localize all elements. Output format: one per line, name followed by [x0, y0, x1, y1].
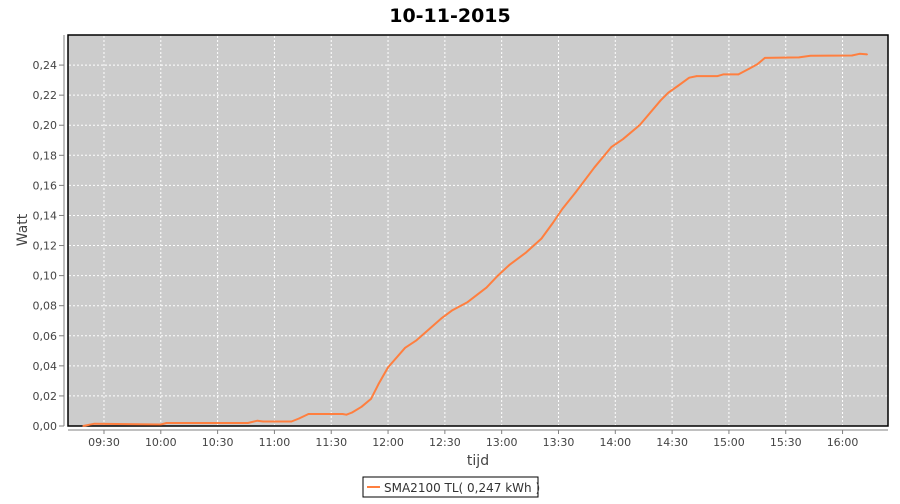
data-point — [593, 166, 596, 169]
y-tick-label: 0,18 — [33, 149, 58, 162]
x-ticks: 09:30 10:00 10:30 11:00 11:30 12:00 12:30 13:00… — [88, 430, 858, 449]
legend: SMA2100 TL( 0,247 kWh ) — [362, 476, 540, 498]
series-group — [82, 52, 868, 427]
x-tick-label: 11:00 — [259, 436, 291, 449]
data-point — [341, 413, 344, 415]
data-point — [451, 309, 454, 312]
data-point — [667, 91, 670, 94]
x-tick-label: 09:30 — [88, 436, 120, 449]
y-tick-label: 0,00 — [33, 420, 58, 433]
x-tick-label: 15:00 — [713, 436, 745, 449]
data-point — [622, 138, 624, 141]
data-point — [307, 413, 310, 415]
legend-label: SMA2100 TL( 0,247 kWh ) — [384, 481, 540, 495]
data-point — [351, 411, 353, 414]
x-axis-label: tijd — [467, 453, 489, 469]
data-point — [298, 417, 300, 420]
data-point — [737, 73, 740, 76]
data-point — [659, 99, 662, 102]
data-point — [387, 366, 389, 369]
data-point — [525, 251, 528, 254]
data-point — [508, 264, 511, 266]
data-point — [561, 208, 564, 210]
data-point — [716, 75, 719, 77]
data-point — [695, 75, 698, 77]
x-tick-label: 14:30 — [656, 436, 688, 449]
x-tick-label: 16:00 — [827, 436, 859, 449]
x-tick-label: 11:30 — [315, 436, 347, 449]
y-tick-label: 0,24 — [33, 59, 58, 72]
data-point — [345, 413, 348, 416]
y-tick-label: 0,04 — [33, 360, 58, 373]
data-point — [360, 405, 363, 408]
y-tick-label: 0,08 — [33, 300, 58, 313]
x-tick-label: 10:00 — [145, 436, 177, 449]
plot-area — [67, 34, 889, 427]
data-point — [809, 54, 812, 57]
data-point — [866, 53, 868, 56]
y-tick-label: 0,16 — [33, 179, 58, 192]
data-point — [247, 422, 249, 424]
data-point — [377, 383, 380, 385]
chart-title: 10-11-2015 — [389, 5, 511, 27]
data-point — [440, 317, 442, 320]
data-point — [93, 422, 96, 425]
data-point — [262, 420, 264, 423]
x-tick-label: 12:00 — [372, 436, 404, 449]
x-tick-label: 10:30 — [202, 436, 234, 449]
data-point — [764, 57, 766, 59]
x-tick-label: 13:30 — [543, 436, 575, 449]
data-point — [159, 423, 162, 426]
data-point — [639, 124, 641, 126]
data-point — [574, 191, 577, 194]
y-tick-label: 0,20 — [33, 119, 58, 132]
data-point — [290, 420, 293, 423]
data-point — [756, 63, 759, 66]
data-point — [552, 222, 554, 224]
data-point — [540, 237, 543, 240]
data-point — [676, 85, 679, 87]
y-ticks: 0,00 0,02 0,04 0,06 0,08 0,10 0,12 0,14 0,16 0,18… — [33, 59, 64, 433]
data-point — [858, 52, 861, 55]
x-tick-label: 15:30 — [770, 436, 802, 449]
data-point — [688, 76, 690, 79]
data-point — [748, 67, 751, 70]
grid-lines — [69, 36, 887, 425]
data-point — [851, 54, 853, 57]
y-tick-label: 0,10 — [33, 270, 58, 283]
data-point — [256, 419, 259, 422]
y-tick-label: 0,06 — [33, 330, 58, 343]
y-tick-label: 0,14 — [33, 209, 58, 222]
data-point — [497, 274, 499, 277]
data-point — [82, 425, 84, 427]
data-point — [485, 286, 488, 289]
x-tick-label: 14:00 — [599, 436, 631, 449]
data-point — [165, 422, 168, 424]
y-tick-label: 0,22 — [33, 89, 58, 102]
data-point — [466, 301, 469, 303]
y-tick-label: 0,12 — [33, 240, 58, 253]
y-axis-label: Watt — [15, 213, 31, 246]
legend-box — [362, 476, 539, 498]
data-point — [404, 347, 406, 349]
x-tick-label: 12:30 — [429, 436, 461, 449]
data-point — [610, 146, 613, 148]
data-point — [415, 339, 418, 342]
data-point — [798, 56, 800, 59]
data-point — [722, 73, 725, 76]
y-tick-label: 0,02 — [33, 390, 58, 403]
data-point — [425, 331, 427, 333]
x-tick-label: 13:00 — [486, 436, 518, 449]
data-point — [370, 398, 372, 400]
